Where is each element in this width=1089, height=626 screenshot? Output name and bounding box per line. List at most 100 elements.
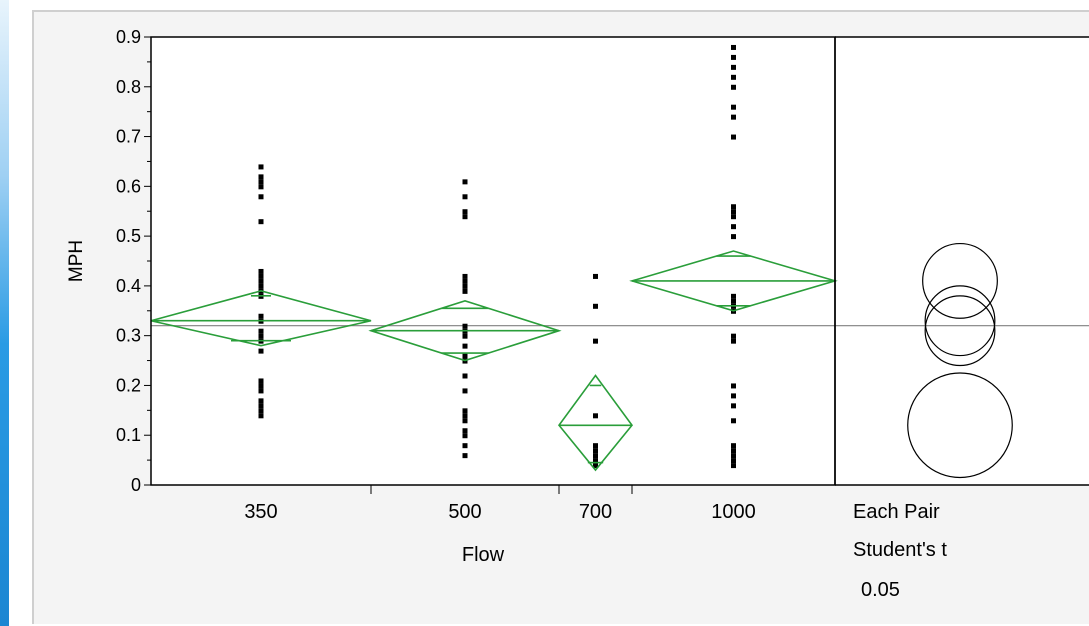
data-point [462, 373, 468, 379]
data-point [731, 393, 736, 399]
y-axis-label: MPH [66, 240, 87, 282]
x-tick-label: 700 [579, 501, 612, 523]
data-point [731, 293, 736, 299]
x-tick-label: 1000 [711, 501, 756, 523]
y-tick-label: 0.1 [116, 425, 141, 445]
data-point [258, 273, 264, 279]
group-500 [368, 179, 562, 459]
data-point [462, 433, 468, 439]
data-point [731, 104, 736, 110]
data-point [593, 338, 598, 344]
y-tick-label: 0.8 [116, 77, 141, 97]
data-point [258, 174, 264, 180]
data-point [731, 234, 736, 240]
data-point [258, 398, 264, 404]
data-point [731, 443, 736, 449]
data-point [462, 388, 468, 394]
data-point [462, 453, 468, 459]
data-point [462, 288, 468, 294]
data-point [462, 408, 468, 414]
comparison-label-line: 0.05 [861, 579, 900, 601]
data-point [462, 278, 468, 284]
data-point [462, 333, 468, 339]
data-point [258, 283, 264, 289]
data-point [731, 214, 736, 220]
data-point [731, 114, 736, 120]
data-point [731, 333, 736, 339]
accent-strip [0, 0, 9, 626]
data-point [731, 134, 736, 140]
data-point [258, 408, 264, 414]
data-point [462, 443, 468, 449]
data-point [731, 54, 736, 60]
data-point [731, 224, 736, 230]
comparison-circle [924, 285, 996, 357]
data-point [462, 273, 468, 279]
group-350 [150, 164, 372, 419]
data-point [731, 338, 736, 344]
data-point [731, 84, 736, 90]
x-axis-label: Flow [462, 544, 505, 566]
x-tick-label: 350 [244, 501, 277, 523]
data-point [462, 283, 468, 289]
data-point [258, 328, 264, 334]
data-point [731, 64, 736, 70]
data-point [462, 418, 468, 424]
data-point [258, 383, 264, 389]
oneway-chart: 0 0.1 0.2 0.3 0.4 0.5 0.6 0.7 0.8 0.9 MPH 350 500 700… [66, 27, 1089, 601]
data-point [258, 413, 264, 419]
data-point [731, 44, 736, 50]
y-tick-label: 0.7 [116, 127, 141, 147]
chart-panel: 0 0.1 0.2 0.3 0.4 0.5 0.6 0.7 0.8 0.9 MPH 350 500 700… [32, 10, 1089, 624]
data-point [731, 298, 736, 304]
data-point [258, 184, 264, 190]
data-point [731, 448, 736, 454]
x-tick-label: 500 [448, 501, 481, 523]
comparison-circle [922, 242, 998, 319]
data-point [462, 428, 468, 434]
comparison-circle [924, 295, 996, 367]
group-700 [557, 273, 634, 472]
data-point [462, 179, 468, 185]
data-point [731, 463, 736, 469]
data-point [462, 343, 468, 349]
data-point [462, 413, 468, 419]
data-point [593, 463, 598, 469]
y-tick-label: 0.4 [116, 276, 141, 296]
data-point [258, 403, 264, 409]
y-tick-label: 0 [131, 475, 141, 495]
data-point [258, 278, 264, 284]
data-point [593, 453, 598, 459]
data-point [593, 458, 598, 464]
data-point [462, 323, 468, 329]
data-point [731, 204, 736, 210]
y-tick-label: 0.5 [116, 226, 141, 246]
data-point [462, 194, 468, 200]
data-point [258, 164, 264, 170]
data-point [593, 448, 598, 454]
comparison-label-line: Student's t [853, 539, 947, 561]
data-point [462, 353, 468, 359]
data-point [462, 214, 468, 220]
data-point [258, 194, 264, 200]
data-point [258, 268, 264, 274]
data-point [258, 348, 264, 354]
data-point [731, 403, 736, 409]
data-point [258, 179, 264, 185]
data-point [258, 219, 264, 225]
data-point [593, 303, 598, 309]
y-tick-label: 0.9 [116, 27, 141, 47]
data-point [731, 453, 736, 459]
data-point [258, 313, 264, 319]
plot-area [151, 37, 835, 485]
comparison-area [835, 37, 1089, 485]
data-point [731, 209, 736, 215]
y-tick-label: 0.2 [116, 375, 141, 395]
data-point [731, 383, 736, 389]
data-point [462, 209, 468, 215]
y-tick-label: 0.3 [116, 326, 141, 346]
data-point [593, 273, 598, 279]
data-point [258, 388, 264, 394]
data-point [731, 418, 736, 424]
data-point [258, 333, 264, 339]
